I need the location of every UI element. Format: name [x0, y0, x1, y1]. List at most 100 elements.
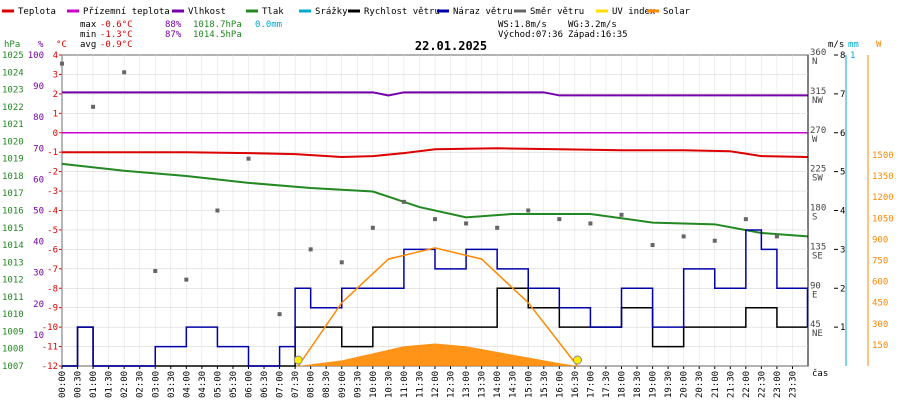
dir-tick-label: 360 [810, 48, 826, 58]
x-tick-label: 12:30 [447, 371, 457, 398]
legend: Teplota Přízemní teplota Vlhkost Tlak Srážky… [2, 7, 691, 17]
x-tick-label: 21:30 [726, 371, 736, 398]
wind-dir-point-19 [650, 243, 655, 248]
x-tick-label: 13:00 [462, 371, 472, 398]
legend-label-8: UV index [612, 7, 656, 17]
x-tick-label: 10:30 [384, 371, 394, 398]
stat-avg-temp: -0.9°C [100, 40, 133, 50]
hpa-tick-label: 1020 [2, 137, 24, 147]
temp-tick-label: 2 [53, 90, 58, 100]
dir-tick-label: 225 [810, 165, 826, 175]
hpa-tick-label: 1008 [2, 345, 24, 355]
legend-label-5: Rychlost větru [364, 7, 440, 17]
dir-tick-compass: N [812, 57, 817, 67]
stat-sunset: Západ:16:35 [568, 30, 628, 40]
w-tick-label: 300 [872, 320, 888, 330]
x-tick-label: 07:00 [276, 371, 286, 398]
wind-dir-point-13 [464, 221, 469, 226]
x-tick-label: 16:00 [555, 371, 565, 398]
x-tick-label: 05:30 [229, 371, 239, 398]
pct-tick-label: 70 [33, 144, 44, 154]
pct-tick-label: 20 [33, 300, 44, 310]
x-tick-label: 08:00 [307, 371, 317, 398]
temp-tick-label: -2 [47, 168, 58, 178]
x-tick-label: 13:30 [478, 371, 488, 398]
hpa-tick-label: 1015 [2, 224, 24, 234]
wind-dir-point-9 [339, 260, 344, 265]
x-tick-label: 05:00 [213, 371, 223, 398]
hpa-tick-label: 1022 [2, 103, 24, 113]
stat-max-label: max [80, 20, 97, 30]
dir-tick-compass: NE [812, 329, 823, 339]
hpa-tick-label: 1019 [2, 155, 24, 165]
wind-dir-point-11 [401, 199, 406, 204]
ms-tick-label: 7 [840, 90, 845, 100]
dir-tick-label: 45 [810, 320, 821, 330]
x-tick-label: 18:30 [633, 371, 643, 398]
hpa-axis-label: hPa [4, 40, 20, 50]
wind-dir-point-4 [184, 277, 189, 282]
w-tick-label: 750 [872, 257, 888, 267]
w-tick-label: 1350 [872, 172, 894, 182]
wind-dir-point-12 [433, 217, 437, 222]
wind-dir-point-18 [619, 212, 624, 217]
x-tick-label: 00:30 [74, 371, 84, 398]
x-tick-label: 19:00 [649, 371, 659, 398]
dir-tick-compass: SW [812, 174, 823, 184]
x-tick-label: 20:30 [695, 371, 705, 398]
pct-tick-label: 80 [33, 113, 44, 123]
stat-min-hum: 87% [165, 30, 182, 40]
ms-tick-label: 3 [840, 245, 845, 255]
temp-tick-label: -11 [42, 343, 58, 353]
hpa-tick-label: 1009 [2, 327, 24, 337]
hpa-tick-label: 1025 [2, 51, 24, 61]
w-tick-label: 1200 [872, 193, 894, 203]
stat-max-press: 1018.7hPa [193, 20, 242, 30]
pct-tick-label: 100 [28, 51, 44, 61]
wind-dir-point-15 [526, 208, 531, 213]
series-line-3 [61, 162, 808, 238]
x-tick-label: 01:00 [89, 371, 99, 398]
x-axis-label: čas [812, 368, 828, 379]
sunrise-marker [293, 355, 303, 365]
x-tick-label: 15:30 [540, 371, 550, 398]
w-tick-label: 450 [872, 299, 888, 309]
temp-tick-label: -12 [42, 362, 58, 372]
wind-dir-point-6 [246, 156, 251, 161]
x-tick-label: 06:30 [260, 371, 270, 398]
x-tick-label: 23:00 [773, 371, 783, 398]
wind-dir-point-20 [681, 234, 686, 239]
stat-min-press: 1014.5hPa [193, 30, 242, 40]
x-tick-label: 04:30 [198, 371, 208, 398]
stats-panel: max -0.6°C 88% 1018.7hPa 0.0mm min -1.3°… [80, 20, 628, 50]
pct-tick-label: 50 [33, 207, 44, 217]
pct-tick-label: 10 [33, 331, 44, 341]
x-tick-label: 01:30 [105, 371, 115, 398]
series-line-5 [62, 229, 809, 367]
x-tick-label: 11:00 [400, 371, 410, 398]
x-tick-label: 03:00 [151, 371, 161, 398]
x-tick-label: 07:30 [291, 371, 301, 398]
wind-dir-point-2 [122, 70, 127, 75]
dir-tick-compass: W [812, 135, 818, 145]
x-tick-label: 09:30 [353, 371, 363, 398]
hpa-tick-label: 1017 [2, 189, 24, 199]
temp-tick-label: -7 [47, 265, 58, 275]
temp-tick-label: -4 [47, 207, 58, 217]
w-axis-label: W [876, 40, 882, 50]
wind-dir-point-8 [308, 247, 313, 252]
x-tick-label: 22:00 [742, 371, 752, 398]
wind-dir-point-14 [495, 225, 500, 230]
series-line-2 [62, 91, 808, 97]
x-tick-label: 17:30 [602, 371, 612, 398]
legend-label-7: Směr větru [530, 7, 584, 17]
x-tick-label: 00:00 [58, 371, 68, 398]
ms-tick-label: 2 [840, 284, 845, 294]
temp-tick-label: 0 [53, 129, 58, 139]
x-tick-label: 03:30 [167, 371, 177, 398]
x-tick-label: 09:00 [338, 371, 348, 398]
x-tick-label: 15:00 [524, 371, 534, 398]
temp-tick-label: -3 [47, 187, 58, 197]
x-tick-label: 20:00 [680, 371, 690, 398]
x-tick-label: 04:00 [182, 371, 192, 398]
